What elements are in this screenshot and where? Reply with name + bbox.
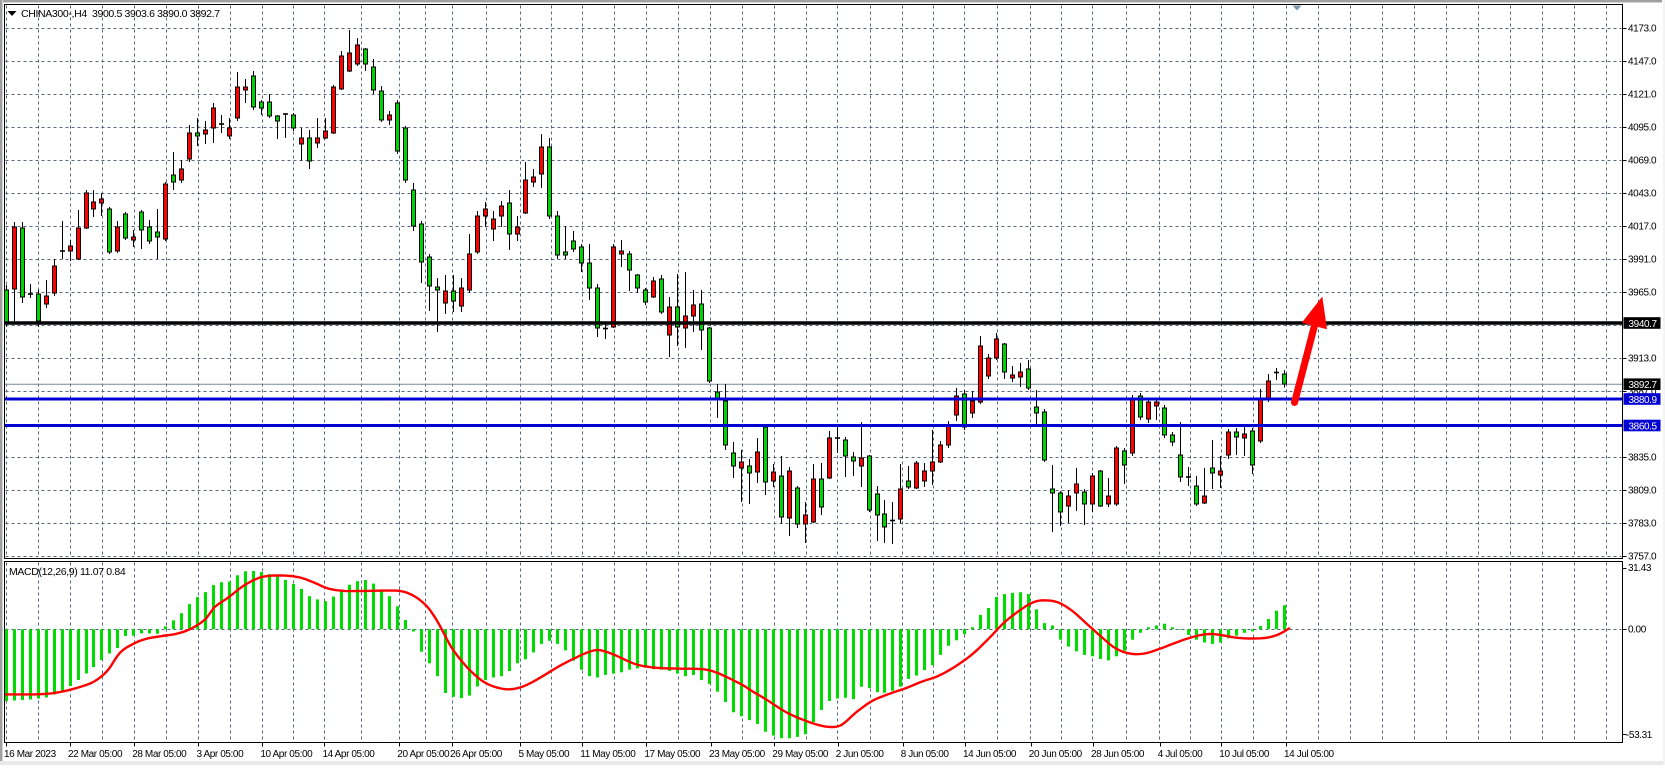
svg-text:3880.9: 3880.9	[1629, 395, 1658, 406]
svg-text:-53.31: -53.31	[1626, 730, 1653, 741]
svg-text:26 Apr 05:00: 26 Apr 05:00	[450, 749, 503, 760]
svg-text:3783.0: 3783.0	[1628, 519, 1657, 530]
svg-text:23 May 05:00: 23 May 05:00	[709, 749, 766, 760]
svg-text:10 Apr 05:00: 10 Apr 05:00	[260, 749, 313, 760]
svg-text:14 Jun 05:00: 14 Jun 05:00	[963, 749, 1017, 760]
svg-text:3965.0: 3965.0	[1628, 288, 1657, 299]
svg-text:CHINA300-,H4 3900.5 3903.6 38: CHINA300-,H4 3900.5 3903.6 3890.0 3892.7	[21, 8, 220, 20]
svg-text:3887.0: 3887.0	[1628, 387, 1657, 398]
svg-text:3 Apr 05:00: 3 Apr 05:00	[197, 749, 245, 760]
svg-text:11 May 05:00: 11 May 05:00	[580, 749, 636, 760]
svg-text:4043.0: 4043.0	[1628, 189, 1657, 200]
svg-text:3757.0: 3757.0	[1628, 552, 1657, 563]
svg-text:4173.0: 4173.0	[1628, 24, 1657, 35]
svg-text:10 Jul 05:00: 10 Jul 05:00	[1219, 749, 1270, 760]
svg-text:17 May 05:00: 17 May 05:00	[644, 749, 701, 760]
svg-text:4069.0: 4069.0	[1628, 156, 1657, 167]
svg-text:4147.0: 4147.0	[1628, 57, 1657, 68]
svg-text:20 Apr 05:00: 20 Apr 05:00	[397, 749, 450, 760]
svg-text:8 Jun 05:00: 8 Jun 05:00	[901, 749, 950, 760]
svg-text:3991.0: 3991.0	[1628, 255, 1657, 266]
svg-text:3913.0: 3913.0	[1628, 354, 1657, 365]
svg-text:4121.0: 4121.0	[1628, 90, 1657, 101]
svg-text:4095.0: 4095.0	[1628, 123, 1657, 134]
svg-text:16 Mar 2023: 16 Mar 2023	[4, 749, 57, 760]
svg-text:29 May 05:00: 29 May 05:00	[772, 749, 829, 760]
svg-text:3809.0: 3809.0	[1628, 486, 1657, 497]
svg-text:3860.5: 3860.5	[1629, 421, 1658, 432]
svg-text:28 Jun 05:00: 28 Jun 05:00	[1091, 749, 1145, 760]
svg-text:4 Jul 05:00: 4 Jul 05:00	[1158, 749, 1203, 760]
svg-text:14 Jul 05:00: 14 Jul 05:00	[1284, 749, 1335, 760]
svg-text:22 Mar 05:00: 22 Mar 05:00	[68, 749, 123, 760]
svg-text:2 Jun 05:00: 2 Jun 05:00	[836, 749, 885, 760]
svg-text:20 Jun 05:00: 20 Jun 05:00	[1029, 749, 1083, 760]
svg-text:3835.0: 3835.0	[1628, 453, 1657, 464]
svg-text:31.43: 31.43	[1628, 563, 1652, 574]
svg-text:3892.7: 3892.7	[1629, 380, 1658, 391]
svg-text:0.00: 0.00	[1628, 625, 1647, 636]
svg-text:28 Mar 05:00: 28 Mar 05:00	[132, 749, 187, 760]
svg-text:4017.0: 4017.0	[1628, 222, 1657, 233]
svg-text:3940.7: 3940.7	[1629, 319, 1658, 330]
svg-text:14 Apr 05:00: 14 Apr 05:00	[323, 749, 376, 760]
svg-text:MACD(12,26,9) 11.07 0.84: MACD(12,26,9) 11.07 0.84	[9, 566, 126, 578]
svg-text:5 May 05:00: 5 May 05:00	[519, 749, 570, 760]
